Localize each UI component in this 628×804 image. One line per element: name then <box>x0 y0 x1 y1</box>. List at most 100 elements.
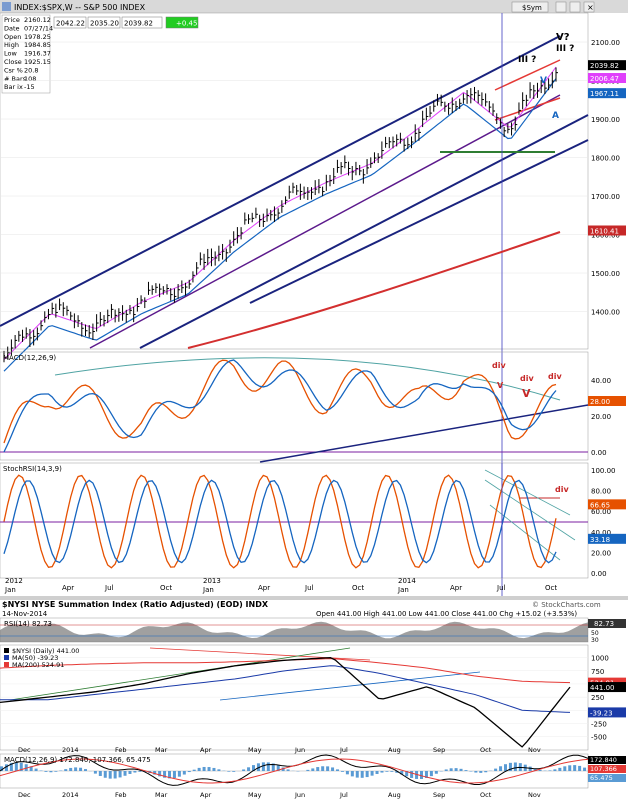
lower-x-tick-label: Oct <box>480 746 492 754</box>
lower-x-tick-label-bottom: Nov <box>528 791 541 799</box>
info-value: 1978.25 <box>24 33 51 41</box>
macd-histogram-bar <box>64 769 67 771</box>
macd-histogram-bar <box>212 768 215 771</box>
macd-histogram-bar <box>464 770 467 771</box>
x-tick-label: Oct <box>352 584 364 592</box>
x-tick-label: Apr <box>62 584 74 592</box>
x-year-label: 2013 <box>203 577 221 585</box>
macd-histogram-bar <box>138 771 141 772</box>
annotation-div-4: div <box>555 485 569 494</box>
minimize-button[interactable] <box>556 2 566 12</box>
lower-macd-tag-label: 172.840 <box>590 756 617 764</box>
x-tick-label: Apr <box>450 584 462 592</box>
info-label: Date <box>4 24 20 32</box>
lower-x-tick-label-bottom: Oct <box>480 791 492 799</box>
macd-histogram-bar <box>133 771 136 773</box>
stoch-tick-label: 100.00 <box>591 467 616 475</box>
macd-histogram-bar <box>578 766 581 771</box>
legend-label: MA(200) 524.91 <box>12 661 64 669</box>
rsi-tick-label: 50 <box>591 630 599 637</box>
macd-histogram-bar <box>346 771 349 774</box>
macd-histogram-bar <box>247 767 250 771</box>
lower-x-tick-label-bottom: May <box>248 791 262 799</box>
x-month-label: Jan <box>202 586 214 594</box>
price-tick-label: 1800.00 <box>591 155 620 163</box>
lower-x-tick-label: May <box>248 746 262 754</box>
lower-x-tick-label-bottom: 2014 <box>62 791 79 799</box>
annotation-v-q: V? <box>556 32 570 43</box>
macd-histogram-bar <box>351 771 354 776</box>
macd-histogram-bar <box>227 771 230 772</box>
macd-histogram-bar <box>469 771 472 772</box>
macd-histogram-bar <box>504 764 507 771</box>
rsi-tag: 82.73 <box>594 620 614 628</box>
stoch-tick-label: 0.00 <box>591 570 607 578</box>
macd-histogram-bar <box>119 771 122 777</box>
macd-tick-label: 0.00 <box>591 449 607 457</box>
info-value: 07/27/14 <box>24 24 53 32</box>
legend-swatch <box>4 662 9 667</box>
macd-histogram-bar <box>217 769 220 771</box>
maximize-button[interactable] <box>570 2 580 12</box>
macd-histogram-bar <box>183 771 186 775</box>
macd-histogram-bar <box>54 771 57 772</box>
quote-field: 2039.82 <box>124 20 153 28</box>
macd-histogram-bar <box>356 771 359 778</box>
lower-title: $NYSI NYSE Summation Index (Ratio Adjust… <box>2 600 269 609</box>
macd-histogram-bar <box>435 771 438 774</box>
lower-x-tick-label: Apr <box>200 746 212 754</box>
macd-histogram-bar <box>114 771 117 778</box>
close-icon: × <box>587 3 594 12</box>
lower-x-tick-label-bottom: Feb <box>115 791 127 799</box>
macd-histogram-bar <box>430 771 433 776</box>
upper-title: INDEX:$SPX,W -- S&P 500 INDEX <box>14 3 146 12</box>
macd-histogram-bar <box>450 768 453 771</box>
macd-histogram-bar <box>99 771 102 776</box>
nysi-tick-label: 250 <box>591 694 604 702</box>
quote-field: 2035.20 <box>90 20 119 28</box>
x-tick-label: Oct <box>545 584 557 592</box>
x-year-label: 2012 <box>5 577 23 585</box>
info-label: Low <box>4 50 17 58</box>
info-value: 20.8 <box>24 66 38 74</box>
macd-histogram-bar <box>94 771 97 774</box>
price-tag-label: 2039.82 <box>590 62 619 70</box>
x-tick-label: Jul <box>496 584 506 592</box>
macd-histogram-bar <box>455 768 458 771</box>
lower-x-tick-label: Feb <box>115 746 127 754</box>
macd-histogram-bar <box>74 767 77 771</box>
lower-x-tick-label-bottom: Dec <box>18 791 31 799</box>
macd-histogram-bar <box>494 769 497 771</box>
macd-histogram-bar <box>267 762 270 771</box>
macd-histogram-bar <box>539 770 542 771</box>
macd-histogram-bar <box>316 767 319 771</box>
lower-x-tick-label: Sep <box>433 746 445 754</box>
nysi-tag-label: 441.00 <box>590 684 615 692</box>
macd-histogram-bar <box>499 766 502 771</box>
annotation-iii-q: III ? <box>556 44 574 54</box>
lower-date: 14-Nov-2014 <box>2 610 48 618</box>
lower-x-tick-label-bottom: Sep <box>433 791 445 799</box>
annotation-a: A <box>552 111 559 121</box>
macd-histogram-bar <box>410 771 413 778</box>
stoch-label: StochRSI(14,3,9) <box>3 465 62 473</box>
macd-histogram-bar <box>79 768 82 771</box>
macd-histogram-bar <box>484 771 487 772</box>
annotation-div-2: div <box>520 374 534 383</box>
macd-tag: 28.00 <box>590 398 610 406</box>
x-year-label: 2014 <box>398 577 416 585</box>
legend-swatch <box>4 648 9 653</box>
macd-histogram-bar <box>242 769 245 771</box>
info-label: Csr % <box>4 66 23 74</box>
macd-histogram-bar <box>474 771 477 773</box>
price-tick-label: 1900.00 <box>591 116 620 124</box>
annotation-iii-q-2: III ? <box>518 55 536 65</box>
macd-histogram-bar <box>84 769 87 771</box>
macd-histogram-bar <box>445 769 448 771</box>
info-label: Close <box>4 58 22 66</box>
x-month-label: Jan <box>397 586 409 594</box>
macd-histogram-bar <box>479 771 482 773</box>
macd-histogram-bar <box>208 767 211 771</box>
macd-histogram-bar <box>420 771 423 779</box>
